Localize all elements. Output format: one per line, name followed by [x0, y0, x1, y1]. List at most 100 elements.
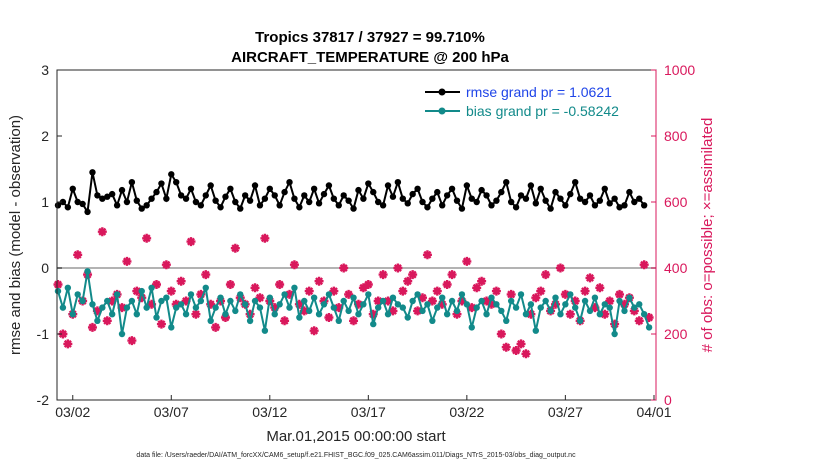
- obs-point: [580, 286, 590, 296]
- obs-point: [615, 289, 625, 299]
- rmse-point: [547, 205, 554, 212]
- obs-point: [373, 296, 383, 306]
- footer-datafile: data file: /Users/raeder/DAI/ATM_forcXX/…: [136, 452, 576, 459]
- rmse-point: [123, 198, 131, 206]
- obs-point: [413, 306, 423, 316]
- obs-point: [447, 270, 457, 280]
- bias-point: [478, 297, 485, 305]
- bias-point: [212, 304, 219, 311]
- bias-point: [325, 291, 333, 298]
- bias-point: [251, 297, 259, 305]
- rmse-point: [596, 197, 604, 204]
- obs-point: [201, 270, 211, 280]
- bias-point: [443, 311, 451, 318]
- rmse-point: [512, 204, 520, 211]
- rmse-point: [360, 195, 367, 202]
- obs-point: [595, 283, 605, 293]
- bias-point: [567, 291, 574, 298]
- obs-point: [225, 280, 235, 289]
- rmse-point: [537, 185, 544, 192]
- bias-point: [562, 301, 569, 308]
- rmse-point: [503, 179, 510, 186]
- rmse-point: [74, 198, 81, 206]
- bias-point: [626, 294, 633, 301]
- obs-point: [521, 349, 531, 359]
- obs-point: [526, 309, 536, 319]
- bias-point: [108, 311, 116, 318]
- y-axis-label-right: # of obs: o=possible; ×=assimilated: [699, 118, 716, 353]
- rmse-point: [217, 204, 224, 211]
- bias-point: [557, 311, 564, 318]
- bias-point: [399, 304, 407, 311]
- bias-point: [246, 317, 254, 324]
- bias-point: [310, 294, 318, 301]
- rmse-point: [246, 197, 254, 204]
- bias-point: [113, 291, 121, 298]
- rmse-point: [394, 179, 402, 186]
- bias-point: [419, 307, 426, 315]
- obs-point: [206, 299, 216, 309]
- bias-point: [345, 307, 352, 315]
- bias-point: [389, 294, 397, 301]
- bias-point: [143, 304, 150, 311]
- obs-point: [536, 286, 546, 296]
- right-tick-label: 1000: [664, 62, 695, 78]
- rmse-point: [227, 185, 234, 192]
- bias-point: [133, 311, 141, 318]
- bias-point: [69, 311, 76, 318]
- bias-point: [123, 304, 131, 311]
- obs-point: [511, 346, 521, 355]
- bias-point: [581, 297, 589, 305]
- rmse-legend-label: rmse grand pr = 1.0621: [466, 84, 612, 100]
- rmse-point: [379, 202, 387, 209]
- plot-background: [57, 70, 656, 400]
- rmse-point: [286, 179, 293, 186]
- rmse-point: [281, 188, 288, 196]
- chart-marks: [53, 169, 656, 359]
- obs-point: [590, 303, 600, 313]
- obs-point: [245, 309, 255, 319]
- bias-point: [340, 297, 347, 305]
- bias-point: [576, 317, 584, 324]
- rmse-point: [458, 205, 466, 212]
- bias-point: [89, 301, 96, 308]
- obs-point: [334, 303, 344, 313]
- obs-point: [176, 276, 186, 286]
- bias-point: [473, 304, 480, 311]
- rmse-point: [241, 192, 249, 199]
- obs-point: [644, 313, 654, 322]
- bias-point: [512, 304, 520, 311]
- obs-point: [491, 286, 501, 296]
- rmse-point: [187, 185, 195, 192]
- rmse-point: [335, 202, 342, 209]
- obs-point: [344, 289, 354, 299]
- obs-point: [156, 319, 166, 329]
- obs-point: [368, 309, 378, 319]
- obs-point: [422, 250, 432, 260]
- rmse-point: [320, 190, 328, 198]
- rmse-point: [168, 171, 175, 178]
- rmse-point: [84, 208, 91, 216]
- rmse-point: [488, 202, 495, 209]
- obs-point: [260, 233, 270, 243]
- bias-point: [118, 330, 126, 338]
- rmse-point: [301, 192, 308, 199]
- rmse-point: [330, 195, 338, 202]
- rmse-point: [621, 202, 628, 209]
- obs-point: [132, 286, 142, 296]
- rmse-point: [601, 185, 608, 192]
- rmse-point: [493, 197, 500, 204]
- rmse-point: [463, 182, 471, 189]
- obs-point: [171, 299, 181, 309]
- obs-point: [349, 316, 359, 326]
- bias-point: [301, 297, 308, 305]
- obs-point: [432, 286, 442, 296]
- obs-point: [58, 329, 68, 339]
- rmse-point: [562, 202, 569, 209]
- rmse-point: [434, 188, 441, 196]
- rmse-point: [631, 198, 638, 206]
- obs-point: [230, 243, 240, 253]
- bias-point: [404, 314, 411, 321]
- obs-point: [418, 293, 428, 303]
- bias-point: [173, 304, 180, 311]
